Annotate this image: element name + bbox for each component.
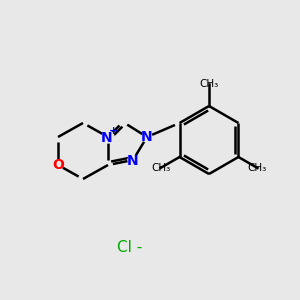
Text: N: N (141, 130, 153, 144)
Circle shape (102, 131, 114, 143)
Text: Cl -: Cl - (117, 241, 142, 256)
Text: CH₃: CH₃ (248, 163, 267, 173)
Text: CH₃: CH₃ (200, 79, 219, 89)
Text: CH₃: CH₃ (151, 163, 170, 173)
Text: N: N (101, 131, 113, 145)
Text: O: O (52, 158, 64, 172)
Circle shape (128, 155, 138, 165)
Circle shape (53, 160, 63, 170)
Circle shape (142, 132, 152, 142)
Text: N: N (127, 154, 139, 168)
Text: +: + (110, 126, 118, 136)
